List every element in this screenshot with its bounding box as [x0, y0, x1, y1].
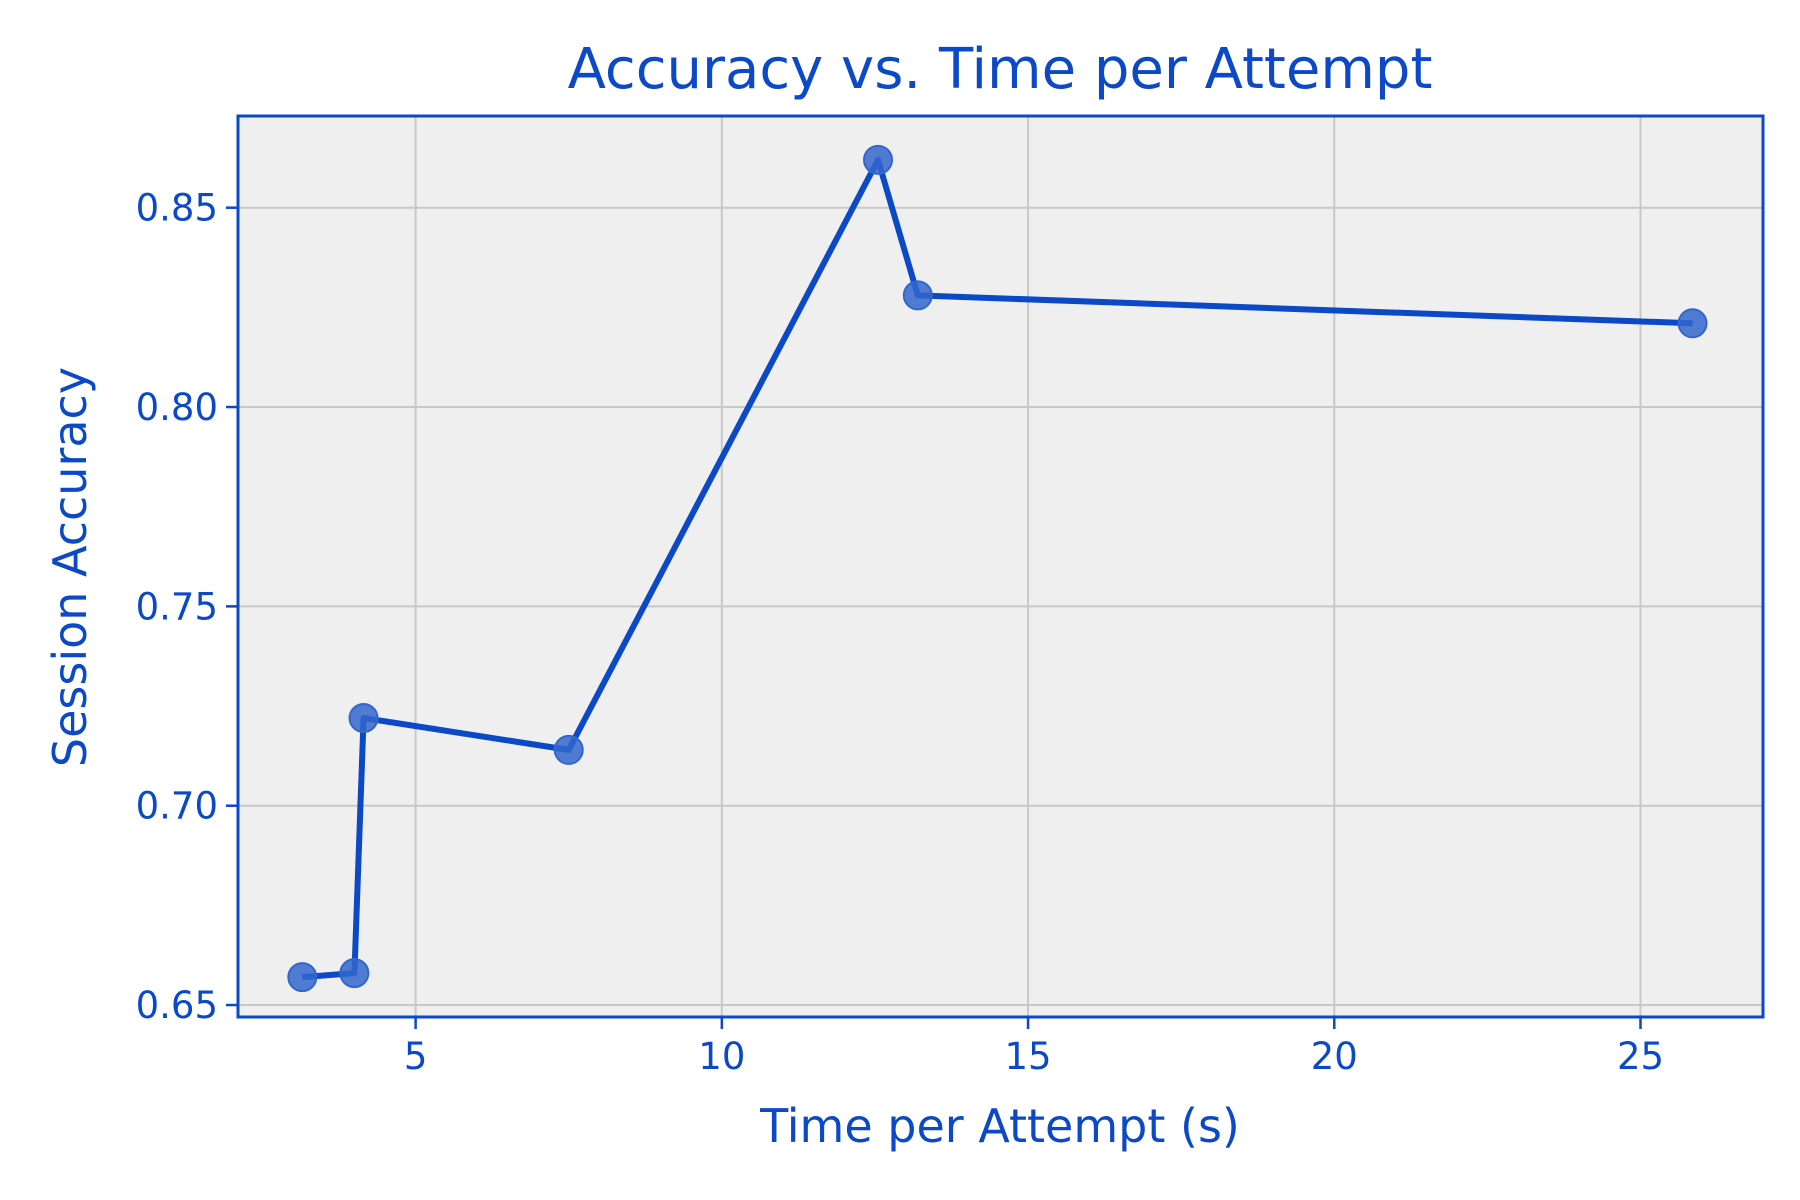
- y-tick-label: 0.85: [136, 187, 218, 230]
- plot-frame: [236, 114, 1765, 1019]
- y-tick-label: 0.65: [136, 984, 218, 1027]
- x-tick-label: 20: [1311, 1035, 1358, 1078]
- x-tick-label: 5: [404, 1035, 428, 1078]
- data-layer: [287, 144, 1708, 993]
- y-tick-label: 0.70: [136, 785, 218, 828]
- data-point: [553, 734, 584, 765]
- grid: [238, 116, 1763, 1017]
- ticks: 5 10 15 20 25 0.65 0.70 0.75 0.80 0.85: [136, 187, 1664, 1078]
- plot-area: [238, 116, 1763, 1017]
- y-axis-label: Session Accuracy: [43, 367, 97, 767]
- data-point: [902, 280, 933, 311]
- y-tick-label: 0.75: [136, 585, 218, 628]
- x-tick-label: 10: [698, 1035, 745, 1078]
- data-point: [1677, 308, 1708, 339]
- x-tick-label: 25: [1617, 1035, 1664, 1078]
- data-point: [339, 958, 370, 989]
- data-point: [287, 962, 318, 993]
- x-tick-label: 15: [1005, 1035, 1052, 1078]
- chart-title: Accuracy vs. Time per Attempt: [568, 37, 1433, 102]
- y-tick-label: 0.80: [136, 386, 218, 429]
- data-point: [863, 144, 894, 175]
- x-axis-label: Time per Attempt (s): [759, 1099, 1240, 1153]
- data-point: [348, 702, 379, 733]
